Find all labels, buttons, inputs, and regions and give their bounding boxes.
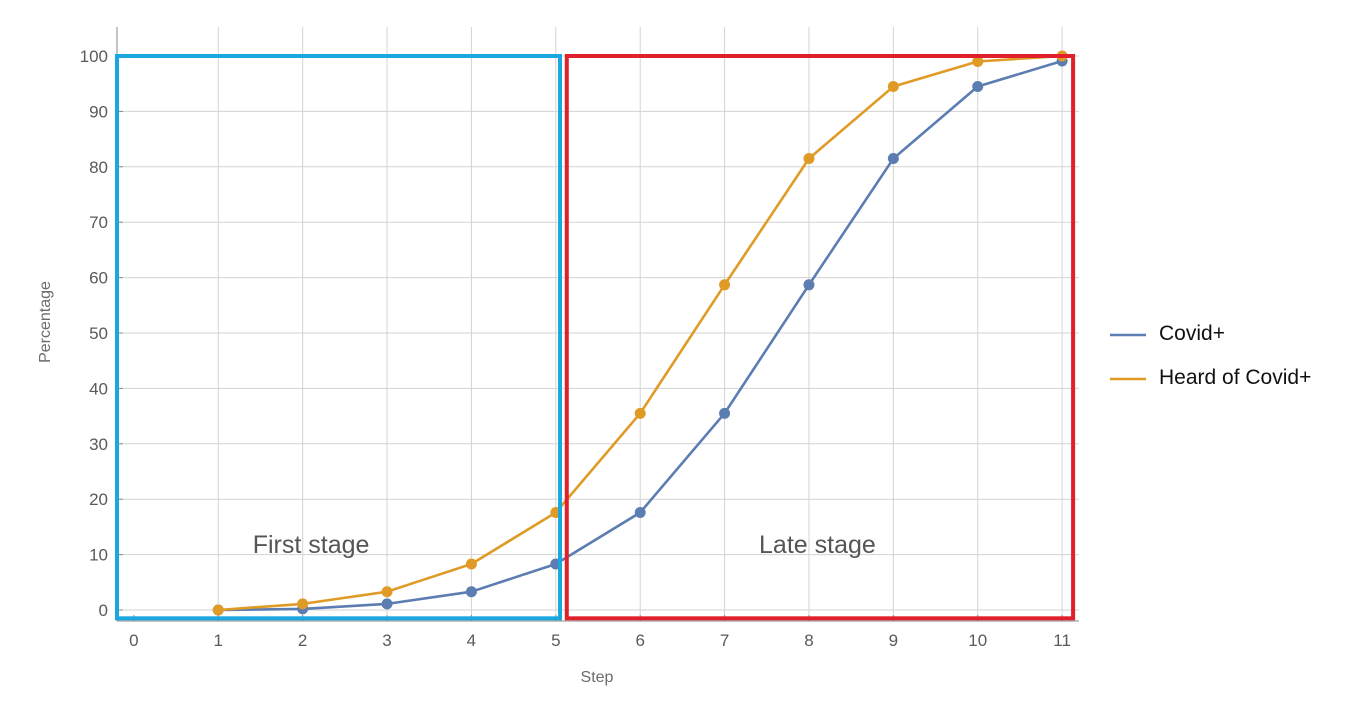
- y-tick-label: 80: [89, 158, 108, 177]
- data-point: [297, 598, 309, 610]
- x-axis-label: Step: [581, 669, 614, 686]
- y-tick-label: 90: [89, 102, 108, 121]
- x-tick-label: 10: [968, 631, 987, 650]
- data-point: [634, 506, 646, 518]
- series-lines: [212, 50, 1068, 616]
- stage-label-2: Late stage: [759, 531, 876, 559]
- y-tick-label: 20: [89, 490, 108, 509]
- data-point: [634, 407, 646, 419]
- stage-box-2: [564, 54, 1076, 621]
- x-tick-label: 8: [804, 631, 813, 650]
- data-point: [972, 80, 984, 92]
- data-point: [887, 80, 899, 92]
- legend: Covid+ Heard of Covid+: [1110, 322, 1311, 389]
- data-point: [381, 598, 393, 610]
- data-point: [803, 152, 815, 164]
- data-point: [381, 586, 393, 598]
- data-point: [465, 586, 477, 598]
- y-axis-label: Percentage: [37, 281, 54, 363]
- y-tick-label: 0: [99, 601, 108, 620]
- data-point: [719, 279, 731, 291]
- x-tick-label: 0: [129, 631, 138, 650]
- stage-label-1: First stage: [253, 531, 370, 559]
- y-tick-label: 60: [89, 269, 108, 288]
- data-point: [972, 56, 984, 68]
- y-tick-label: 50: [89, 324, 108, 343]
- x-tick-label: 9: [889, 631, 898, 650]
- x-tick-label: 11: [1053, 631, 1071, 650]
- x-tick-label: 5: [551, 631, 560, 650]
- stage-box-1: [115, 54, 563, 621]
- legend-label: Covid+: [1159, 322, 1225, 345]
- stage-regions: First stage Late stage: [115, 54, 1076, 621]
- y-tick-label: 40: [89, 379, 108, 398]
- data-point: [803, 279, 815, 291]
- data-point: [465, 558, 477, 570]
- y-tick-label: 70: [89, 213, 108, 232]
- legend-label: Heard of Covid+: [1159, 366, 1311, 389]
- x-tick-label: 4: [467, 631, 476, 650]
- data-point: [719, 407, 731, 419]
- y-tick-label: 10: [89, 546, 108, 565]
- x-tick-label: 1: [214, 631, 223, 650]
- x-tick-label: 3: [382, 631, 391, 650]
- x-tick-label: 6: [635, 631, 644, 650]
- y-tick-label: 30: [89, 435, 108, 454]
- x-tick-label: 2: [298, 631, 307, 650]
- data-point: [212, 604, 224, 616]
- tick-labels: 0 1 2 3 4 5 6 7 8 9 10 11 0 10 20 30 40 50 60 70 80 90 100: [80, 47, 1071, 650]
- x-tick-label: 7: [720, 631, 729, 650]
- data-point: [887, 152, 899, 164]
- y-tick-label: 100: [80, 47, 108, 66]
